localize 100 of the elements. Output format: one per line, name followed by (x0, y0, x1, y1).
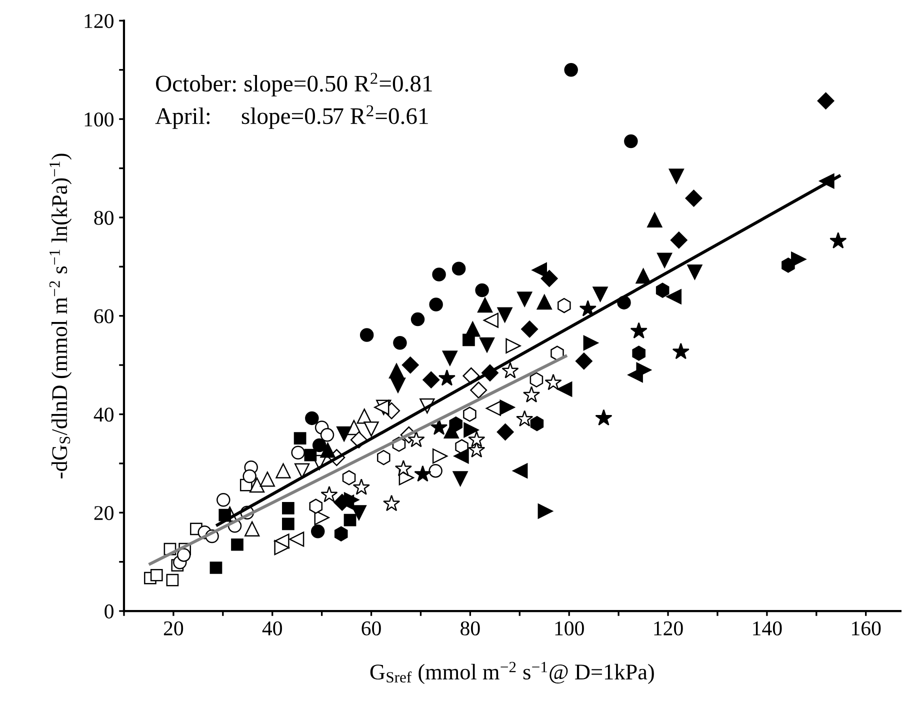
x-tick-label: 160 (852, 621, 881, 636)
point (517, 292, 532, 307)
point (312, 438, 326, 452)
point (624, 134, 638, 148)
point (394, 460, 412, 476)
point (390, 378, 406, 393)
point (428, 464, 442, 478)
y-tick-label: 100 (84, 112, 114, 127)
point (309, 498, 323, 514)
point (377, 450, 390, 466)
point (532, 262, 547, 278)
point (463, 406, 476, 422)
point (402, 356, 419, 374)
point (334, 526, 348, 542)
point (817, 92, 834, 110)
y-tick-label: 20 (94, 506, 114, 520)
point (530, 372, 544, 388)
x-axis-title: G$_{Sref}$ (mmol m$^{−2}$ s$^{−1}$@ D=1kPa) (370, 662, 654, 684)
point (320, 428, 334, 442)
point (408, 430, 425, 448)
point (231, 538, 244, 551)
point (320, 442, 336, 458)
point (656, 252, 672, 268)
point (630, 322, 648, 338)
text: -dG$_{S}$/dlnD (mmol m$^{−2}$ s$^{−1}$ ln(kPa)$^{−1}$) (49, 154, 72, 478)
point (176, 548, 191, 562)
point (454, 448, 469, 464)
point (342, 470, 356, 486)
point (632, 346, 646, 361)
point (666, 289, 682, 304)
point (249, 478, 265, 493)
point (344, 492, 360, 508)
y-tick-label: 120 (84, 14, 114, 28)
point (432, 268, 446, 282)
point (564, 63, 578, 77)
point (304, 448, 317, 462)
x-tick-label: 100 (555, 621, 584, 636)
point (442, 350, 458, 366)
point (672, 342, 690, 360)
point (351, 505, 366, 520)
point (475, 283, 489, 298)
point (289, 532, 304, 547)
point (388, 363, 404, 379)
point (429, 298, 443, 312)
point (242, 469, 256, 484)
annotation: October: slope=0.50 R$^{2}$=0.81 (156, 72, 432, 96)
x-tick-label: 120 (654, 621, 683, 636)
x-tick-label: 40 (262, 621, 282, 636)
point (260, 472, 275, 487)
point (668, 168, 684, 184)
point (320, 486, 338, 502)
point (274, 540, 290, 556)
point (294, 432, 306, 445)
point (483, 312, 499, 328)
point (282, 502, 294, 514)
point (830, 232, 847, 248)
x-tick-label: 80 (460, 621, 480, 636)
point (310, 524, 325, 538)
x-tick-label: 140 (753, 621, 782, 636)
point (687, 264, 702, 280)
point (497, 307, 512, 322)
point (352, 478, 370, 495)
y-tick-label: 0 (104, 604, 114, 618)
point (506, 338, 521, 354)
point (210, 562, 222, 574)
annotation: April: slope=0.57 R$^{2}$=0.61 (155, 105, 428, 129)
point (305, 411, 319, 426)
point (538, 504, 553, 519)
point (464, 422, 479, 438)
point (291, 446, 305, 460)
point (477, 297, 493, 313)
x-tick-label: 60 (362, 621, 381, 636)
point (656, 282, 670, 298)
point (364, 421, 379, 437)
point (557, 382, 572, 397)
point (670, 232, 688, 249)
x-tick-label: 20 (164, 621, 184, 636)
point (383, 494, 400, 512)
point (782, 258, 795, 273)
point (685, 190, 702, 207)
point (583, 335, 598, 350)
point (344, 514, 356, 526)
point (496, 423, 514, 440)
point (294, 463, 310, 478)
point (449, 416, 462, 432)
point (647, 212, 662, 228)
point (536, 294, 552, 310)
point (422, 371, 440, 388)
point (579, 300, 596, 316)
point (410, 312, 425, 326)
point (558, 298, 571, 314)
point (592, 286, 608, 302)
point (521, 320, 538, 338)
point (216, 492, 230, 507)
point (540, 270, 558, 287)
point (432, 448, 448, 464)
point (544, 374, 562, 390)
point (516, 410, 534, 427)
point (452, 262, 466, 276)
point (502, 362, 519, 378)
